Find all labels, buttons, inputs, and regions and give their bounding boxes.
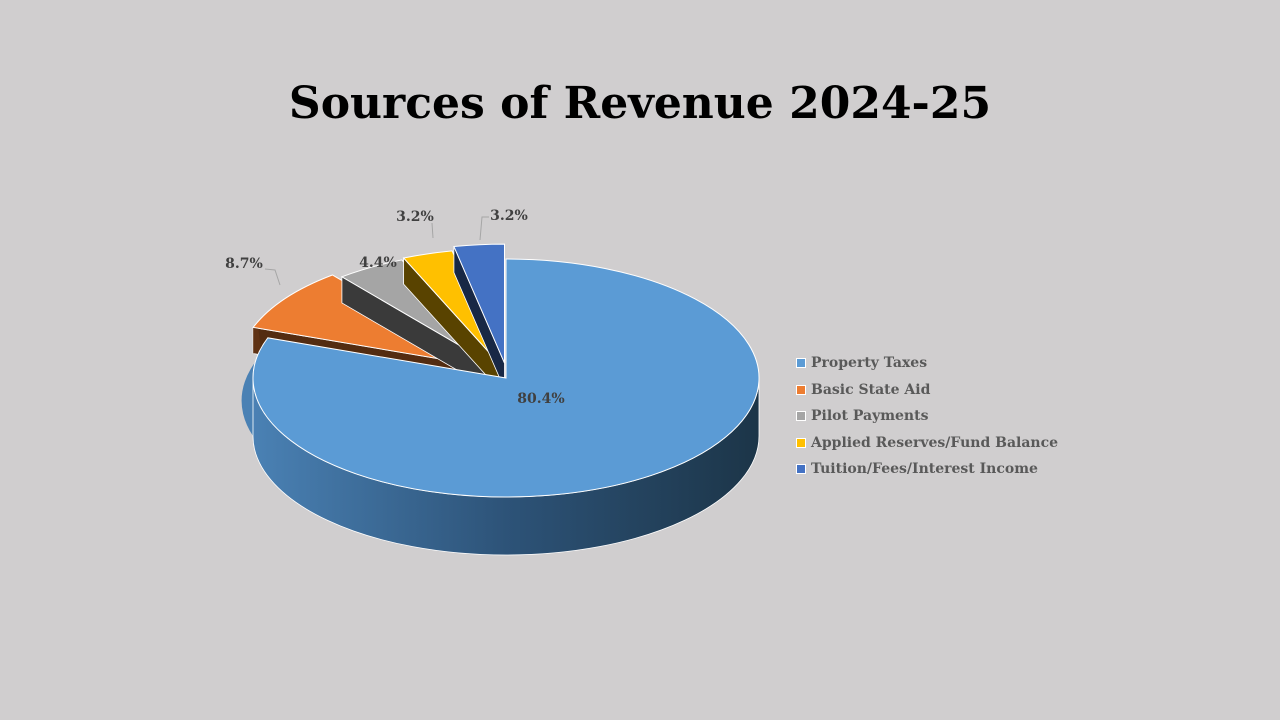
legend-label: Applied Reserves/Fund Balance xyxy=(811,434,1059,451)
pie-slice-property-taxes xyxy=(241,258,760,556)
data-label-tuition-fees-interest-income: 3.2% xyxy=(490,208,528,224)
legend-label: Pilot Payments xyxy=(811,408,929,425)
leader-line-basic-state-aid xyxy=(264,268,281,286)
data-label-applied-reserves-fund-balance: 3.2% xyxy=(396,209,434,225)
legend-label: Tuition/Fees/Interest Income xyxy=(811,461,1038,478)
legend-item-property-taxes: Property Taxes xyxy=(796,350,1058,377)
data-label-pilot-payments: 4.4% xyxy=(359,255,397,271)
legend-item-applied-reserves-fund-balance: Applied Reserves/Fund Balance xyxy=(796,430,1058,457)
legend-label: Basic State Aid xyxy=(811,381,931,398)
legend-swatch xyxy=(796,437,806,448)
data-label-property-taxes: 80.4% xyxy=(517,391,564,407)
legend-swatch xyxy=(796,384,806,395)
legend-item-tuition-fees-interest-income: Tuition/Fees/Interest Income xyxy=(796,456,1058,483)
legend-label: Property Taxes xyxy=(811,355,928,372)
legend-swatch xyxy=(796,358,806,369)
legend-item-basic-state-aid: Basic State Aid xyxy=(796,377,1058,404)
legend-item-pilot-payments: Pilot Payments xyxy=(796,403,1058,430)
leader-line-tuition-fees-interest-income xyxy=(479,216,489,241)
chart-title: Sources of Revenue 2024-25 xyxy=(288,78,992,129)
pie-slice-applied-reserves-fund-balance xyxy=(402,250,504,395)
legend-swatch xyxy=(796,464,806,475)
data-label-basic-state-aid: 8.7% xyxy=(225,256,263,272)
legend-swatch xyxy=(796,411,806,422)
leader-line-applied-reserves-fund-balance xyxy=(431,222,434,239)
chart-legend: Property Taxes Basic State Aid Pilot Payme… xyxy=(796,350,1058,483)
